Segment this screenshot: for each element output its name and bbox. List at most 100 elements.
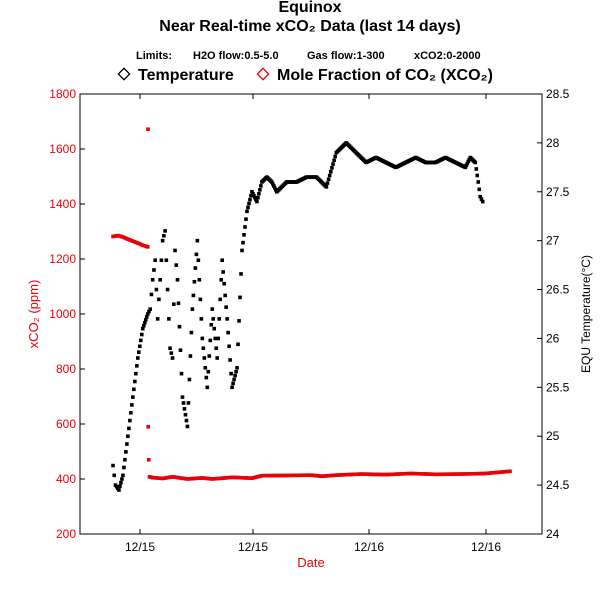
data-point (185, 424, 190, 429)
data-point (233, 373, 237, 378)
data-point (463, 165, 468, 170)
data-point (193, 266, 198, 270)
data-point (226, 330, 230, 335)
right-tick-label: 24 (546, 527, 560, 541)
data-point (247, 201, 251, 206)
data-point (212, 326, 217, 331)
data-point (330, 166, 334, 170)
data-point (190, 307, 195, 311)
data-point (214, 346, 219, 351)
data-point (217, 476, 222, 481)
data-point (138, 338, 143, 343)
data-point (112, 473, 117, 478)
left-tick-label: 200 (56, 527, 76, 541)
data-point (508, 469, 512, 474)
data-point (197, 277, 202, 282)
data-point (244, 217, 248, 221)
right-tick-label: 24.5 (546, 478, 570, 492)
data-point (194, 252, 199, 257)
data-point (258, 188, 262, 192)
data-point (227, 344, 231, 349)
left-tick-label: 1800 (49, 87, 76, 101)
data-point (146, 424, 151, 429)
data-point (175, 277, 180, 282)
data-point (159, 258, 164, 263)
data-point (332, 158, 336, 163)
data-point (235, 475, 240, 480)
data-point (195, 238, 200, 243)
data-point (251, 191, 255, 196)
data-point (230, 385, 234, 390)
data-point (215, 356, 220, 360)
data-point (474, 167, 479, 171)
data-point (272, 186, 277, 190)
data-point (170, 356, 175, 360)
limits-xco2: xCO2:0-2000 (414, 50, 481, 62)
data-point (132, 387, 136, 392)
legend-xco2-label: Mole Fraction of CO₂ (XCO₂) (277, 67, 493, 84)
data-point (192, 279, 197, 284)
data-point (118, 484, 122, 489)
data-point (467, 157, 472, 162)
right-tick-label: 26 (546, 331, 560, 345)
data-point (130, 403, 134, 407)
right-axis-label: EQU Temperature(°C) (579, 255, 593, 373)
data-point (142, 321, 147, 325)
data-point (140, 326, 145, 331)
data-point (271, 184, 276, 188)
data-point (235, 365, 239, 370)
data-point (204, 375, 209, 380)
data-point (184, 418, 189, 423)
data-point (133, 379, 137, 384)
data-point (241, 476, 245, 480)
x-tick-label: 12/15 (238, 540, 268, 554)
data-point (145, 245, 150, 249)
data-point (214, 476, 218, 481)
data-point (125, 442, 129, 446)
data-point (141, 323, 146, 328)
chart-title-line2: Near Real-time xCO₂ Data (last 14 days) (159, 18, 460, 35)
right-tick-label: 28 (546, 136, 560, 150)
data-point (328, 169, 333, 174)
data-point (189, 330, 194, 335)
data-point (137, 350, 141, 354)
data-point (465, 161, 470, 166)
data-point (232, 377, 236, 382)
data-point (181, 401, 186, 405)
data-point (248, 476, 252, 480)
data-point (478, 194, 483, 199)
data-point (234, 369, 238, 374)
data-point (219, 277, 223, 282)
left-tick-label: 1400 (49, 197, 76, 211)
data-point (220, 258, 224, 263)
data-point (215, 476, 220, 481)
x-tick-label: 12/16 (354, 540, 384, 554)
data-point (180, 395, 185, 399)
data-point (255, 199, 259, 204)
data-point (239, 272, 243, 276)
data-point (139, 332, 144, 337)
legend: Temperature Mole Fraction of CO₂ (XCO₂) (117, 67, 493, 84)
data-point (179, 371, 184, 376)
data-point (244, 476, 249, 480)
data-point (208, 338, 213, 343)
data-point (201, 346, 206, 351)
data-point (129, 410, 133, 415)
data-point (246, 205, 250, 210)
data-point (165, 287, 170, 292)
data-point (148, 307, 153, 311)
data-point (238, 295, 242, 300)
left-tick-label: 1600 (49, 142, 76, 156)
data-point (464, 163, 469, 168)
data-point (218, 297, 222, 302)
data-point (219, 476, 224, 481)
legend-xco2-marker (256, 67, 270, 81)
data-point (154, 287, 159, 292)
data-point (183, 412, 188, 417)
data-point (163, 229, 167, 233)
data-point (213, 336, 218, 341)
data-point (135, 364, 139, 368)
data-point (477, 187, 482, 192)
data-point (143, 318, 148, 322)
